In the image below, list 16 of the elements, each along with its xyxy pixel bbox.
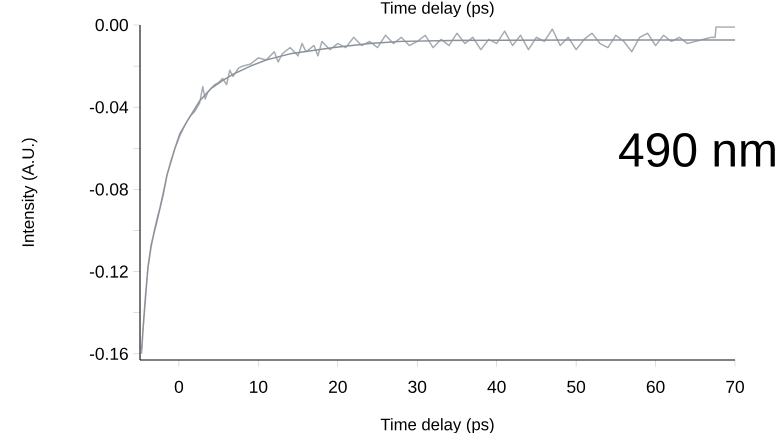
x-tick-label: 10 (250, 380, 268, 393)
y-tick-label: -0.16 (90, 348, 128, 360)
x-tick-label: 70 (726, 380, 744, 393)
x-tick-label: 40 (487, 380, 506, 393)
y-tick-label: -0.12 (90, 265, 128, 278)
y-tick-label: 0.00 (96, 18, 128, 32)
x-tick-label: 50 (567, 380, 586, 393)
y-tick-label: -0.08 (90, 183, 128, 196)
text: Time delay (ps) (380, 2, 494, 18)
y-axis-title: Intensity (A.U.) (22, 138, 38, 246)
y-tick-label: -0.04 (90, 101, 128, 114)
x-tick-label: 20 (329, 380, 347, 393)
x-tick-label: 60 (646, 380, 665, 393)
annotation: 490 nm (619, 133, 775, 167)
x-tick-label: 30 (408, 380, 426, 393)
x-tick-label: 0 (174, 380, 184, 393)
